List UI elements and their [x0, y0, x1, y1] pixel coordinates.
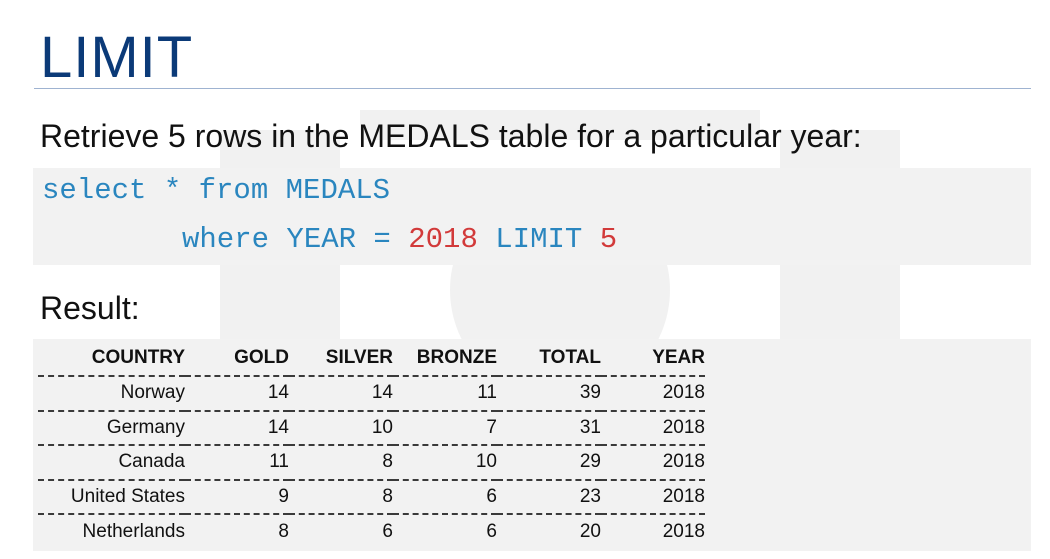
table-cell: 8 — [289, 479, 393, 515]
table-cell: 29 — [497, 445, 601, 481]
table-cell: Germany — [38, 410, 185, 446]
table-cell: 6 — [393, 479, 497, 515]
table-cell: 2018 — [662, 520, 705, 542]
column-header: GOLD — [185, 340, 289, 377]
table-cell: 11 — [185, 445, 289, 481]
table-cell: 10 — [393, 445, 497, 481]
code-where-clause: where YEAR = — [182, 223, 409, 256]
table-cell: 8 — [289, 445, 393, 481]
table-cell: 2018 — [601, 376, 705, 412]
table-cell: 2018 — [601, 410, 705, 446]
slide-subtitle: Retrieve 5 rows in the MEDALS table for … — [40, 118, 862, 154]
table-row: Canada 11 8 10 29 2018 — [38, 445, 705, 481]
table-cell: 11 — [393, 376, 497, 412]
table-cell: 9 — [185, 479, 289, 515]
table-row: Norway 14 14 11 39 2018 — [38, 376, 705, 412]
table-cell: 7 — [393, 410, 497, 446]
table-cell: 14 — [185, 376, 289, 412]
code-block — [33, 168, 1031, 265]
table-cell: 31 — [497, 410, 601, 446]
column-header: TOTAL — [497, 340, 601, 377]
code-line-1: select * from MEDALS — [42, 174, 391, 207]
medals-table: COUNTRY GOLD SILVER BRONZE TOTAL YEAR No… — [38, 340, 705, 549]
table-cell: 2018 — [601, 479, 705, 515]
table-cell: 8 — [278, 520, 289, 542]
title-divider — [34, 88, 1031, 89]
table-cell: Netherlands — [82, 520, 185, 542]
table-cell: 6 — [486, 520, 497, 542]
table-cell: 2018 — [601, 445, 705, 481]
code-line-2: where YEAR = 2018 LIMIT 5 — [182, 222, 617, 258]
code-limit-keyword: LIMIT — [477, 223, 600, 256]
table-cell: 39 — [497, 376, 601, 412]
table-cell: 14 — [185, 410, 289, 446]
table-cell: Norway — [38, 376, 185, 412]
table-cell: 23 — [497, 479, 601, 515]
column-header: COUNTRY — [38, 340, 185, 377]
table-header-row: COUNTRY GOLD SILVER BRONZE TOTAL YEAR — [38, 340, 705, 377]
table-cell: 20 — [579, 520, 601, 542]
table-cell: 10 — [289, 410, 393, 446]
code-limit-value: 5 — [599, 223, 618, 256]
table-cell: United States — [38, 479, 185, 515]
code-year-value: 2018 — [408, 223, 478, 256]
table-row: United States 9 8 6 23 2018 — [38, 479, 705, 515]
column-header: SILVER — [289, 340, 393, 377]
table-cell: Canada — [38, 445, 185, 481]
column-header: BRONZE — [393, 340, 497, 377]
table-cell: 6 — [382, 520, 393, 542]
column-header: YEAR — [601, 340, 705, 377]
page-title: LIMIT — [40, 25, 194, 90]
table-row: Germany 14 10 7 31 2018 — [38, 410, 705, 446]
table-row: Netherlands 8 6 6 20 2018 — [38, 514, 705, 549]
table-cell: 14 — [289, 376, 393, 412]
result-label: Result: — [40, 290, 140, 326]
